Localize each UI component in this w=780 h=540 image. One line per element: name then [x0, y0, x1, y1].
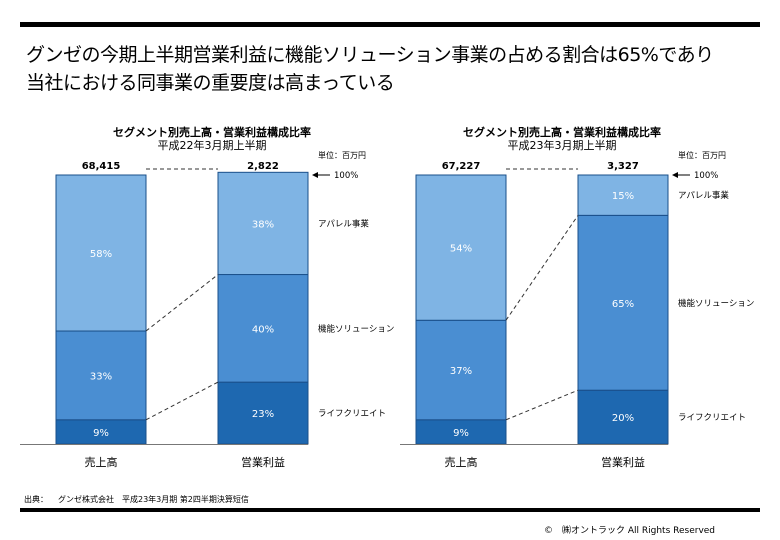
left-legend-2: アパレル事業: [318, 218, 369, 229]
right-bar-0-segment-1: [415, 319, 507, 421]
left-bar-1-value-label-1: 40%: [252, 324, 274, 335]
left-bar-0-value-label-0: 9%: [93, 428, 109, 439]
right-hundred-label: 100%: [694, 171, 718, 181]
right-legend-2: アパレル事業: [678, 190, 729, 201]
bottom-rule: [20, 508, 760, 512]
left-category-label-0: 売上高: [85, 455, 118, 469]
source-text: グンゼ株式会社 平成23年3月期 第2四半期決算短信: [58, 495, 249, 504]
left-bar-0-total: 68,415: [82, 161, 121, 172]
chart-subtitle-right: 平成23年3月期上半期: [507, 139, 617, 152]
left-bar-0-value-label-1: 33%: [90, 371, 112, 382]
right-bar-1-segment-1: [577, 214, 669, 391]
right-bar-1-value-label-1: 65%: [612, 299, 634, 310]
right-bar-0-total: 67,227: [442, 161, 481, 172]
left-bar-0-value-label-2: 58%: [90, 249, 112, 260]
left-bar-1-segment-1: [217, 274, 309, 383]
left-bar-1-segment-0: [217, 381, 309, 445]
left-connector-1: [145, 274, 219, 332]
right-bar-1-segment-2: [577, 174, 669, 216]
right-connector-1: [505, 215, 579, 321]
right-bar-1-total: 3,327: [607, 161, 639, 172]
chart-subtitle-left: 平成22年3月期上半期: [157, 139, 267, 152]
right-bar-0-segment-0: [415, 419, 507, 445]
right-bar-1-value-label-2: 15%: [612, 191, 634, 202]
right-legend-0: ライフクリエイト: [678, 413, 746, 423]
left-bar-1-value-label-0: 23%: [252, 409, 274, 420]
left-bar-0-segment-0: [55, 419, 147, 445]
right-bar-1-value-label-0: 20%: [612, 413, 634, 424]
left-hundred-arrow-head: [312, 172, 318, 178]
copyright: © ㈱オントラック All Rights Reserved: [544, 526, 716, 536]
right-legend-1: 機能ソリューション: [678, 298, 754, 309]
left-bar-0-segment-1: [55, 330, 147, 421]
left-legend-0: ライフクリエイト: [318, 409, 386, 419]
left-connector-0: [145, 381, 219, 421]
unit-label-right: 単位：百万円: [678, 151, 726, 160]
left-bar-0-segment-2: [55, 174, 147, 332]
top-rule: [20, 22, 760, 27]
right-bar-0-value-label-2: 54%: [450, 244, 472, 255]
left-hundred-label: 100%: [334, 171, 358, 181]
right-bar-0-value-label-0: 9%: [453, 428, 469, 439]
right-category-label-0: 売上高: [445, 455, 478, 469]
left-bar-1-value-label-2: 38%: [252, 219, 274, 230]
headline-line-1: グンゼの今期上半期営業利益に機能ソリューション事業の占める割合は65%であり: [26, 44, 714, 66]
left-bar-1-total: 2,822: [247, 161, 279, 172]
headline-line-2: 当社における同事業の重要度は高まっている: [26, 72, 395, 94]
chart-title-right: セグメント別売上高・営業利益構成比率: [463, 126, 661, 139]
right-bar-0-value-label-1: 37%: [450, 366, 472, 377]
right-category-label-1: 営業利益: [601, 455, 645, 469]
right-hundred-arrow-head: [672, 172, 678, 178]
right-bar-0-segment-2: [415, 174, 507, 321]
left-category-label-1: 営業利益: [241, 455, 285, 469]
right-bar-1-segment-0: [577, 389, 669, 445]
unit-label-left: 単位：百万円: [318, 151, 366, 160]
chart-title-left: セグメント別売上高・営業利益構成比率: [113, 126, 311, 139]
left-bar-1-segment-2: [217, 171, 309, 276]
right-connector-0: [505, 389, 579, 421]
source-label: 出典：: [24, 495, 48, 504]
left-legend-1: 機能ソリューション: [318, 323, 394, 334]
